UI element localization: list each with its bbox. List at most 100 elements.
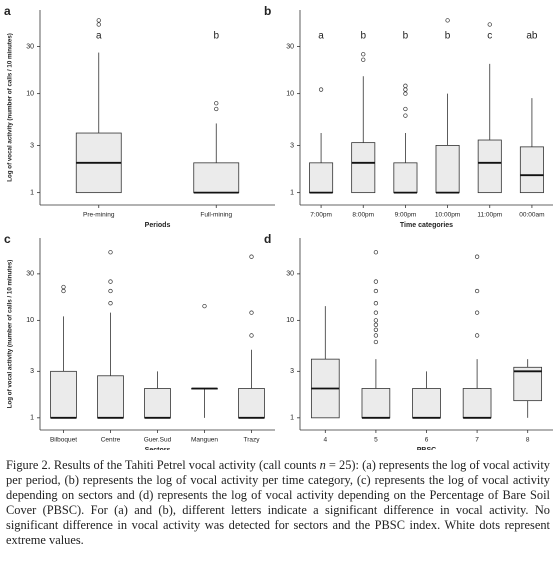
outlier [474, 288, 480, 294]
x-tick-label: 5 [374, 437, 378, 444]
y-tick-label: 30 [26, 43, 34, 50]
outlier [361, 52, 366, 57]
caption-italic: n [319, 458, 326, 472]
y-tick-label: 1 [290, 189, 294, 196]
box [144, 388, 171, 419]
outlier [202, 303, 207, 309]
y-tick-label: 3 [30, 142, 34, 149]
figure: a Log of vocal activity (number of calls … [4, 4, 553, 450]
x-tick-label: 8 [526, 437, 530, 444]
outlier [373, 288, 379, 294]
significance-letter: a [96, 31, 102, 42]
y-tick-label: 1 [30, 415, 34, 422]
outlier [318, 87, 324, 92]
outlier [373, 301, 379, 306]
outlier [249, 254, 254, 259]
y-tick-label: 10 [26, 90, 34, 97]
outlier [214, 106, 219, 112]
panel-label: c [4, 232, 11, 246]
outlier [474, 333, 480, 338]
y-tick-label: 30 [26, 271, 34, 278]
x-tick-label: 6 [425, 437, 429, 444]
box [50, 370, 77, 419]
significance-letter: b [445, 31, 451, 42]
box [193, 162, 240, 194]
x-axis-label: PBSC [417, 447, 436, 450]
outlier [108, 288, 113, 294]
box [393, 162, 418, 194]
y-tick-label: 30 [286, 43, 294, 50]
outlier [61, 288, 66, 294]
y-tick-label: 10 [286, 317, 294, 324]
x-tick-label: Manguen [191, 437, 218, 444]
x-axis-label: Periods [145, 222, 171, 229]
outlier [445, 18, 450, 23]
outlier [403, 106, 408, 112]
outlier [403, 83, 408, 88]
x-tick-label: 10:00pm [435, 212, 460, 219]
box [513, 366, 543, 402]
box [462, 388, 492, 419]
x-tick-label: Centre [101, 437, 121, 444]
x-tick-label: 4 [323, 437, 327, 444]
box [412, 388, 441, 419]
outlier [373, 322, 379, 327]
box [361, 388, 391, 419]
x-tick-label: Guer.Sud [144, 437, 172, 444]
outlier [474, 254, 480, 259]
outlier [96, 22, 101, 27]
significance-letter: a [318, 31, 324, 42]
panel-label: a [4, 4, 11, 18]
box [435, 145, 460, 194]
outlier [474, 310, 480, 315]
significance-letter: c [487, 31, 492, 42]
y-tick-label: 3 [290, 368, 294, 375]
y-axis-label: Log of vocal activity (number of calls /… [7, 33, 14, 182]
box [351, 142, 376, 194]
outlier [214, 101, 219, 106]
x-tick-label: 7:00pm [310, 212, 332, 219]
outlier [487, 22, 492, 27]
outlier [373, 310, 379, 315]
significance-letter: ab [526, 31, 538, 42]
y-tick-label: 1 [30, 189, 34, 196]
x-tick-label: Pre-mining [83, 212, 115, 219]
x-axis-label: Sectors [145, 447, 171, 450]
y-tick-label: 1 [290, 415, 294, 422]
x-tick-label: Bilboquet [50, 437, 77, 444]
y-tick-label: 10 [286, 90, 294, 97]
panel-label: d [264, 232, 271, 246]
outlier [108, 301, 113, 306]
outlier [373, 250, 379, 255]
y-tick-label: 10 [26, 317, 34, 324]
x-tick-label: Full-mining [200, 212, 232, 219]
outlier [403, 113, 408, 118]
outlier [403, 87, 408, 92]
caption-text: Figure 2. Results of the Tahiti Petrel v… [6, 458, 320, 472]
outlier [249, 310, 254, 315]
outlier [108, 279, 113, 284]
x-tick-label: 8:00pm [352, 212, 374, 219]
outlier [373, 339, 379, 345]
outlier [249, 333, 254, 338]
x-axis-label: Time categories [400, 222, 453, 229]
outlier [373, 279, 379, 284]
x-tick-label: 11:00pm [477, 212, 502, 219]
significance-letter: b [360, 31, 366, 42]
y-axis-label: Log of vocal activity (number of calls /… [7, 260, 14, 409]
box [477, 139, 502, 194]
x-tick-label: 7 [475, 437, 479, 444]
box [519, 146, 544, 194]
outlier [373, 318, 379, 323]
y-tick-label: 3 [30, 368, 34, 375]
panel-label: b [264, 4, 271, 18]
box [309, 162, 334, 194]
outlier [373, 327, 379, 332]
box [238, 388, 265, 419]
outlier [61, 284, 66, 290]
x-tick-label: 00:00am [519, 212, 544, 219]
significance-letter: b [213, 31, 219, 42]
caption-text: = 25): (a) represents the log of vocal a… [6, 458, 550, 547]
y-tick-label: 3 [290, 142, 294, 149]
